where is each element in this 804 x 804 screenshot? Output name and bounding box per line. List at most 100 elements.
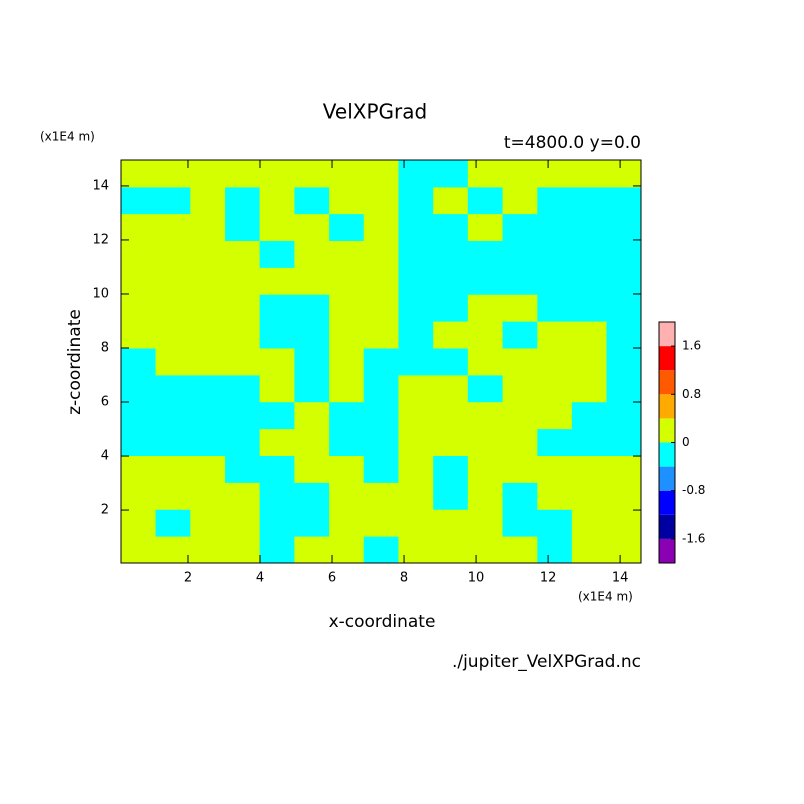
colorbar-tick-label: 0.8 (682, 387, 701, 401)
contour-cell (502, 321, 538, 349)
contour-cell (190, 509, 226, 537)
contour-cell (329, 321, 365, 349)
contour-cell (606, 401, 642, 430)
contour-cell (571, 160, 607, 188)
contour-cell (294, 455, 330, 483)
contour-cell (190, 160, 226, 188)
contour-cell (398, 186, 434, 215)
contour-cell (225, 455, 261, 483)
contour-cell (537, 455, 573, 483)
contour-cell (433, 347, 469, 376)
contour-cell (121, 240, 157, 268)
contour-cell (329, 294, 365, 322)
contour-cell (502, 401, 538, 430)
chart-title: VelXPGrad (323, 100, 427, 124)
contour-cell (294, 509, 330, 537)
contour-cell (225, 536, 261, 564)
x-axis-label: x-coordinate (329, 612, 436, 632)
contour-cell (363, 536, 399, 564)
contour-cell (259, 267, 295, 295)
contour-cell (329, 374, 365, 403)
contour-cell (398, 455, 434, 483)
contour-cell (467, 482, 504, 510)
contour-cell (329, 186, 365, 215)
contour-cell (259, 428, 295, 456)
contour-cell (363, 509, 399, 537)
x-tick-label: 14 (612, 571, 629, 586)
contour-cell (225, 374, 261, 403)
colorbar-segment (659, 514, 675, 539)
contour-cell (155, 294, 191, 322)
contour-cell (502, 213, 538, 241)
contour-cell (571, 455, 607, 483)
contour-cell (363, 401, 399, 430)
contour-cell (225, 482, 261, 510)
colorbar-segment (659, 370, 675, 395)
contour-cell (606, 186, 642, 215)
contour-cell (121, 536, 157, 564)
contour-cell (537, 482, 573, 510)
contour-cell (398, 401, 434, 430)
contour-cell (433, 536, 469, 564)
contour-cell (259, 509, 295, 537)
contour-cell (502, 240, 538, 268)
contour-cell (363, 186, 399, 215)
contour-cell (433, 401, 469, 430)
contour-cell (571, 186, 607, 215)
contour-cell (121, 321, 157, 349)
contour-cell (398, 213, 434, 241)
contour-cell (571, 267, 607, 295)
x-tick-label: 12 (540, 571, 557, 586)
contour-cell (606, 509, 642, 537)
contour-cell (329, 536, 365, 564)
contour-cell (502, 428, 538, 456)
colorbar-segment (659, 346, 675, 371)
contour-cell (259, 401, 295, 430)
y-axis-label: z-coordinate (65, 309, 85, 415)
chart-subtitle: t=4800.0 y=0.0 (504, 133, 641, 153)
contour-cell (225, 294, 261, 322)
contour-cell (121, 482, 157, 510)
contour-cell (259, 294, 295, 322)
contour-cell (294, 401, 330, 430)
contour-cell (433, 294, 469, 322)
colorbar-segment (659, 466, 675, 491)
colorbar-segment (659, 418, 675, 443)
contour-cell (398, 267, 434, 295)
contour-cell (467, 509, 504, 537)
y-tick-label: 2 (101, 503, 109, 518)
x-tick-label: 4 (256, 571, 264, 586)
contour-cell (502, 455, 538, 483)
contour-cell (537, 374, 573, 403)
contour-cell (398, 482, 434, 510)
contour-cell (190, 536, 226, 564)
contour-cell (537, 321, 573, 349)
colorbar-segment (659, 394, 675, 419)
contour-cell (259, 374, 295, 403)
y-tick-label: 8 (101, 340, 109, 355)
contour-cell (121, 267, 157, 295)
contour-cell (329, 428, 365, 456)
contour-cell (259, 160, 295, 188)
contour-cell (433, 428, 469, 456)
contour-cell (155, 482, 191, 510)
contour-cell (467, 160, 504, 188)
contour-cell (606, 321, 642, 349)
contour-cell (571, 428, 607, 456)
contour-cell (329, 240, 365, 268)
contour-cell (155, 428, 191, 456)
contour-cell (433, 321, 469, 349)
contour-cell (502, 536, 538, 564)
contour-cell (294, 294, 330, 322)
contour-cell (155, 240, 191, 268)
contour-cell (155, 455, 191, 483)
contour-cell (537, 536, 573, 564)
contour-cell (571, 374, 607, 403)
contour-cell (121, 347, 157, 376)
contour-cell (433, 509, 469, 537)
contour-cell (571, 536, 607, 564)
contour-cell (606, 240, 642, 268)
contour-cell (363, 374, 399, 403)
contour-cell (502, 267, 538, 295)
